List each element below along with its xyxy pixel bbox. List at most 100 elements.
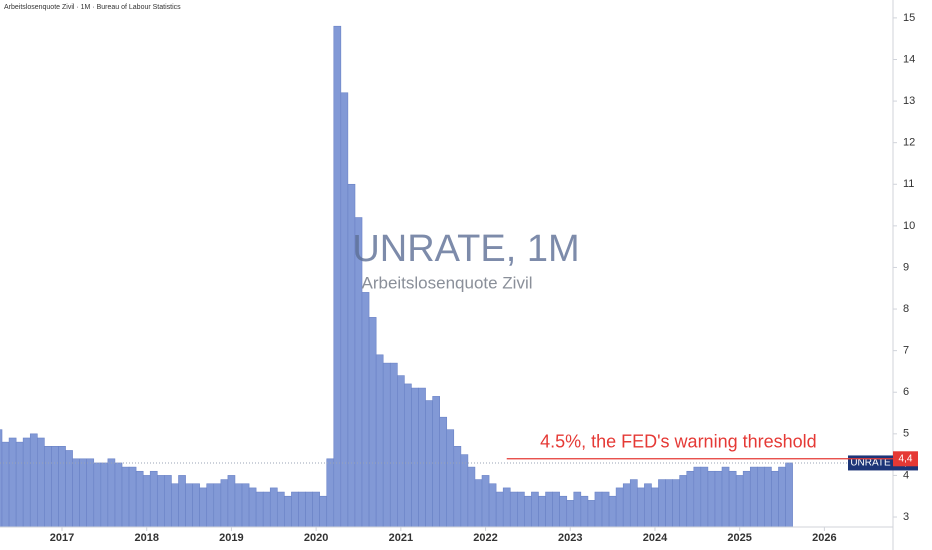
bar	[700, 466, 709, 528]
bar	[255, 491, 264, 528]
y-tick-label: 5	[903, 428, 909, 440]
bar	[58, 446, 66, 528]
bar	[651, 487, 659, 528]
bar	[44, 446, 52, 528]
bar	[171, 483, 179, 528]
y-tick-label: 9	[903, 261, 909, 273]
bar	[679, 475, 688, 528]
bar	[142, 475, 151, 528]
bar	[439, 416, 448, 528]
bar	[241, 483, 250, 528]
bar	[764, 466, 772, 528]
watermark-subtitle: Arbeitslosenquote Zivil	[361, 273, 532, 292]
bar	[735, 475, 744, 528]
bar	[157, 475, 165, 528]
bar	[234, 483, 243, 528]
bar	[319, 495, 327, 528]
bar	[693, 466, 702, 528]
bar	[552, 491, 560, 528]
bar	[481, 475, 490, 528]
bar	[206, 483, 215, 528]
bar	[269, 487, 278, 528]
bar	[15, 441, 24, 528]
x-tick-label: 2020	[304, 532, 328, 544]
y-tick-label: 6	[903, 386, 909, 398]
bar	[375, 354, 384, 528]
bar	[742, 470, 751, 528]
bar	[51, 446, 59, 528]
y-tick-label: 7	[903, 345, 909, 357]
x-tick-label: 2017	[50, 532, 74, 544]
bar	[636, 487, 645, 528]
bar	[199, 487, 208, 528]
bar	[248, 487, 257, 528]
bar	[397, 375, 405, 528]
bar	[686, 470, 695, 528]
bar	[545, 491, 553, 528]
y-tick-label: 13	[903, 95, 915, 107]
bar	[538, 495, 546, 528]
bar	[8, 437, 17, 528]
bar	[22, 437, 31, 528]
bar	[509, 491, 518, 528]
bar	[114, 462, 123, 528]
bar	[559, 495, 568, 528]
bar	[771, 470, 779, 528]
bar	[284, 495, 292, 528]
bar	[86, 458, 95, 528]
bar	[615, 487, 624, 528]
bar	[432, 396, 440, 528]
x-tick-label: 2019	[219, 532, 243, 544]
bar	[178, 475, 186, 528]
bar	[135, 470, 144, 528]
y-tick-label: 4	[903, 469, 909, 481]
bar	[587, 500, 596, 528]
bar	[502, 487, 511, 528]
bar	[100, 462, 109, 528]
y-tick-label: 8	[903, 303, 909, 315]
x-tick-label: 2023	[558, 532, 582, 544]
bar	[566, 500, 575, 528]
threshold-label: 4.5%, the FED's warning threshold	[540, 432, 817, 452]
bar	[333, 25, 342, 528]
bar	[213, 483, 222, 528]
bar	[65, 450, 73, 528]
bar	[1, 441, 10, 528]
x-tick-label: 2021	[389, 532, 413, 544]
threshold-value-box	[893, 451, 918, 467]
x-tick-label: 2025	[727, 532, 751, 544]
bar	[757, 466, 765, 528]
bar	[644, 483, 652, 528]
bar	[326, 458, 335, 528]
bar	[411, 387, 419, 528]
bar	[425, 400, 433, 528]
bar	[298, 491, 306, 528]
bar	[220, 479, 229, 528]
bar	[107, 458, 116, 528]
bar	[227, 475, 236, 528]
bar	[785, 462, 793, 528]
bar	[79, 458, 88, 528]
bar	[488, 483, 497, 528]
bar	[517, 491, 525, 528]
y-tick-label: 11	[903, 178, 914, 190]
bar	[305, 491, 313, 528]
x-tick-label: 2022	[473, 532, 497, 544]
bar	[721, 466, 730, 528]
y-tick-label: 12	[903, 137, 915, 149]
bar	[149, 470, 158, 528]
y-tick-label: 15	[903, 12, 915, 24]
bar	[72, 458, 80, 528]
bar	[658, 479, 666, 528]
bar	[629, 479, 638, 528]
bar	[714, 470, 723, 528]
bar	[276, 491, 285, 528]
y-tick-label: 14	[903, 53, 915, 65]
bar	[749, 466, 758, 528]
bar	[474, 479, 483, 528]
bar	[453, 446, 462, 528]
bar	[467, 466, 476, 528]
bar	[665, 479, 673, 528]
bar	[580, 495, 589, 528]
